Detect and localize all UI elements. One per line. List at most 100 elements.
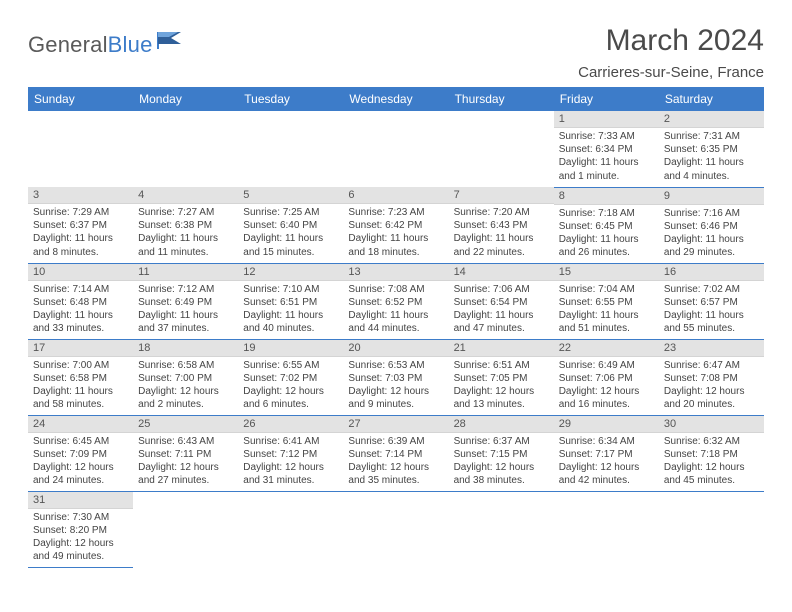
calendar-cell: 30Sunrise: 6:32 AMSunset: 7:18 PMDayligh… xyxy=(659,415,764,491)
calendar-cell: 21Sunrise: 6:51 AMSunset: 7:05 PMDayligh… xyxy=(449,339,554,415)
calendar-cell: 19Sunrise: 6:55 AMSunset: 7:02 PMDayligh… xyxy=(238,339,343,415)
day-header: Sunday xyxy=(28,87,133,111)
detail-line: Sunset: 6:42 PM xyxy=(348,219,443,232)
calendar-cell: 7Sunrise: 7:20 AMSunset: 6:43 PMDaylight… xyxy=(449,187,554,263)
detail-line: Sunset: 7:06 PM xyxy=(559,372,654,385)
detail-line: Daylight: 11 hours xyxy=(138,232,233,245)
calendar-cell: 26Sunrise: 6:41 AMSunset: 7:12 PMDayligh… xyxy=(238,415,343,491)
header: GeneralBlue March 2024 Carrieres-sur-Sei… xyxy=(28,24,764,81)
detail-line: Sunset: 6:57 PM xyxy=(664,296,759,309)
calendar-cell: 8Sunrise: 7:18 AMSunset: 6:45 PMDaylight… xyxy=(554,187,659,263)
day-details: Sunrise: 7:16 AMSunset: 6:46 PMDaylight:… xyxy=(659,205,764,263)
day-details: Sunrise: 6:53 AMSunset: 7:03 PMDaylight:… xyxy=(343,357,448,415)
calendar-cell xyxy=(343,111,448,187)
calendar-cell: 9Sunrise: 7:16 AMSunset: 6:46 PMDaylight… xyxy=(659,187,764,263)
day-number: 2 xyxy=(659,111,764,128)
detail-line: Sunrise: 7:04 AM xyxy=(559,283,654,296)
day-details: Sunrise: 6:37 AMSunset: 7:15 PMDaylight:… xyxy=(449,433,554,491)
detail-line: and 26 minutes. xyxy=(559,246,654,259)
detail-line: Sunrise: 6:53 AM xyxy=(348,359,443,372)
calendar-cell: 23Sunrise: 6:47 AMSunset: 7:08 PMDayligh… xyxy=(659,339,764,415)
detail-line: Sunrise: 7:25 AM xyxy=(243,206,338,219)
calendar-cell: 29Sunrise: 6:34 AMSunset: 7:17 PMDayligh… xyxy=(554,415,659,491)
day-header: Tuesday xyxy=(238,87,343,111)
detail-line: and 11 minutes. xyxy=(138,246,233,259)
day-number: 25 xyxy=(133,416,238,433)
day-details: Sunrise: 6:55 AMSunset: 7:02 PMDaylight:… xyxy=(238,357,343,415)
day-number: 23 xyxy=(659,340,764,357)
detail-line: Sunset: 6:48 PM xyxy=(33,296,128,309)
detail-line: Sunset: 6:51 PM xyxy=(243,296,338,309)
calendar-cell xyxy=(28,111,133,187)
brand-text: GeneralBlue xyxy=(28,32,153,58)
detail-line: Daylight: 11 hours xyxy=(559,233,654,246)
detail-line: Sunset: 6:55 PM xyxy=(559,296,654,309)
detail-line: Sunrise: 7:08 AM xyxy=(348,283,443,296)
detail-line: Sunset: 7:17 PM xyxy=(559,448,654,461)
detail-line: Sunrise: 7:18 AM xyxy=(559,207,654,220)
detail-line: Sunset: 6:38 PM xyxy=(138,219,233,232)
detail-line: Sunrise: 6:43 AM xyxy=(138,435,233,448)
day-details: Sunrise: 7:08 AMSunset: 6:52 PMDaylight:… xyxy=(343,281,448,339)
detail-line: Sunset: 7:02 PM xyxy=(243,372,338,385)
detail-line: Sunset: 7:03 PM xyxy=(348,372,443,385)
calendar-cell: 4Sunrise: 7:27 AMSunset: 6:38 PMDaylight… xyxy=(133,187,238,263)
day-number: 26 xyxy=(238,416,343,433)
calendar-cell xyxy=(343,491,448,567)
detail-line: Sunset: 7:12 PM xyxy=(243,448,338,461)
detail-line: Sunset: 6:46 PM xyxy=(664,220,759,233)
detail-line: and 9 minutes. xyxy=(348,398,443,411)
detail-line: Sunrise: 6:37 AM xyxy=(454,435,549,448)
day-number: 12 xyxy=(238,264,343,281)
day-details: Sunrise: 7:29 AMSunset: 6:37 PMDaylight:… xyxy=(28,204,133,262)
detail-line: Sunrise: 7:00 AM xyxy=(33,359,128,372)
detail-line: Daylight: 12 hours xyxy=(138,461,233,474)
detail-line: and 29 minutes. xyxy=(664,246,759,259)
calendar-cell: 24Sunrise: 6:45 AMSunset: 7:09 PMDayligh… xyxy=(28,415,133,491)
detail-line: Daylight: 12 hours xyxy=(243,461,338,474)
calendar-cell: 31Sunrise: 7:30 AMSunset: 8:20 PMDayligh… xyxy=(28,491,133,567)
day-number: 24 xyxy=(28,416,133,433)
detail-line: Daylight: 11 hours xyxy=(664,309,759,322)
calendar-cell xyxy=(133,111,238,187)
day-number: 28 xyxy=(449,416,554,433)
detail-line: Sunrise: 6:51 AM xyxy=(454,359,549,372)
detail-line: and 16 minutes. xyxy=(559,398,654,411)
detail-line: Daylight: 12 hours xyxy=(348,461,443,474)
calendar-table: SundayMondayTuesdayWednesdayThursdayFrid… xyxy=(28,87,764,568)
detail-line: Sunset: 6:40 PM xyxy=(243,219,338,232)
calendar-cell: 10Sunrise: 7:14 AMSunset: 6:48 PMDayligh… xyxy=(28,263,133,339)
day-number: 17 xyxy=(28,340,133,357)
calendar-cell xyxy=(238,491,343,567)
detail-line: Daylight: 12 hours xyxy=(33,537,128,550)
calendar-cell: 3Sunrise: 7:29 AMSunset: 6:37 PMDaylight… xyxy=(28,187,133,263)
calendar-head: SundayMondayTuesdayWednesdayThursdayFrid… xyxy=(28,87,764,111)
detail-line: Sunrise: 7:16 AM xyxy=(664,207,759,220)
flag-icon xyxy=(157,30,183,50)
day-number: 11 xyxy=(133,264,238,281)
day-header: Friday xyxy=(554,87,659,111)
detail-line: Sunset: 7:11 PM xyxy=(138,448,233,461)
calendar-cell: 14Sunrise: 7:06 AMSunset: 6:54 PMDayligh… xyxy=(449,263,554,339)
day-details: Sunrise: 7:18 AMSunset: 6:45 PMDaylight:… xyxy=(554,205,659,263)
detail-line: Daylight: 11 hours xyxy=(454,232,549,245)
detail-line: Sunrise: 6:45 AM xyxy=(33,435,128,448)
calendar-cell: 1Sunrise: 7:33 AMSunset: 6:34 PMDaylight… xyxy=(554,111,659,187)
detail-line: Sunrise: 7:12 AM xyxy=(138,283,233,296)
day-details: Sunrise: 6:34 AMSunset: 7:17 PMDaylight:… xyxy=(554,433,659,491)
detail-line: and 47 minutes. xyxy=(454,322,549,335)
detail-line: Sunset: 7:05 PM xyxy=(454,372,549,385)
day-number: 5 xyxy=(238,187,343,204)
day-number: 8 xyxy=(554,188,659,205)
day-header: Wednesday xyxy=(343,87,448,111)
day-details: Sunrise: 6:45 AMSunset: 7:09 PMDaylight:… xyxy=(28,433,133,491)
calendar-cell: 13Sunrise: 7:08 AMSunset: 6:52 PMDayligh… xyxy=(343,263,448,339)
day-details: Sunrise: 7:27 AMSunset: 6:38 PMDaylight:… xyxy=(133,204,238,262)
detail-line: Sunset: 6:34 PM xyxy=(559,143,654,156)
day-header: Thursday xyxy=(449,87,554,111)
calendar-cell: 5Sunrise: 7:25 AMSunset: 6:40 PMDaylight… xyxy=(238,187,343,263)
detail-line: and 51 minutes. xyxy=(559,322,654,335)
detail-line: and 20 minutes. xyxy=(664,398,759,411)
detail-line: Daylight: 11 hours xyxy=(559,309,654,322)
calendar-cell xyxy=(238,111,343,187)
